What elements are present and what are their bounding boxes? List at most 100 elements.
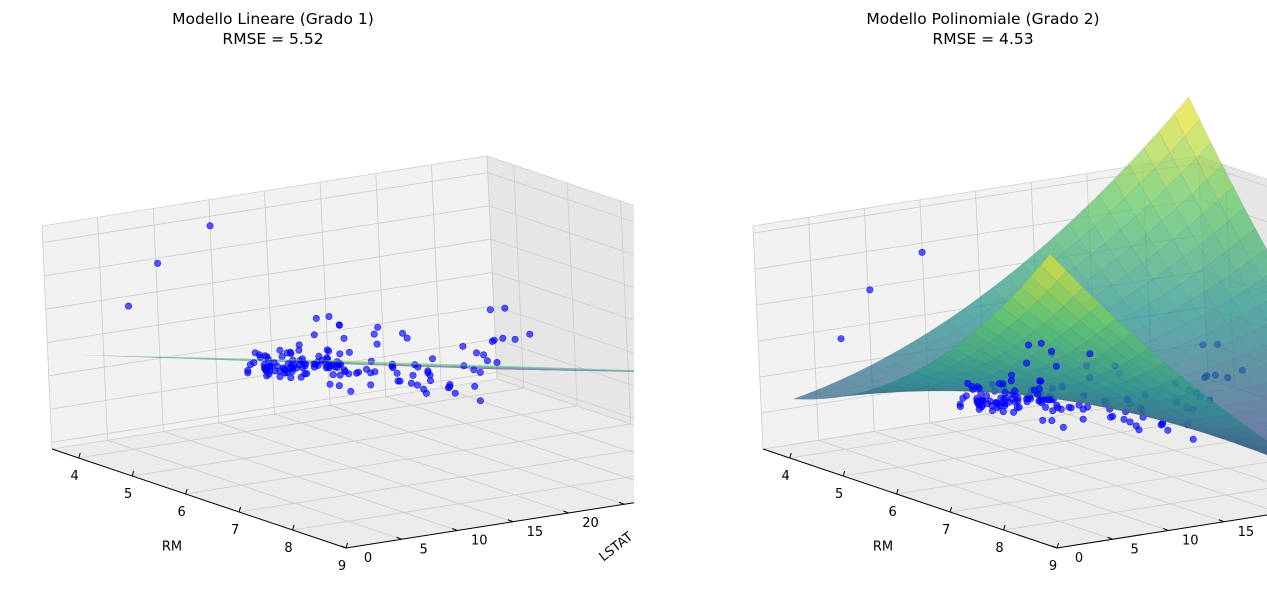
y-tick-label: 10 [471, 534, 488, 549]
data-point [251, 349, 259, 357]
surface-facet [400, 364, 443, 366]
surface-facet [376, 364, 419, 366]
gridline-x [1003, 488, 1267, 531]
data-point [303, 369, 311, 377]
data-point [472, 349, 480, 357]
y-tick-label: 15 [1238, 525, 1255, 540]
surface-facet [585, 369, 628, 371]
x-axis-line [51, 448, 347, 549]
data-point [1025, 341, 1033, 349]
surface-facet [596, 370, 634, 372]
surface-facet [157, 357, 200, 359]
data-point [271, 367, 279, 375]
data-point [996, 402, 1004, 410]
surface-facet [338, 361, 381, 363]
x-tick-label: 8 [284, 541, 292, 556]
surface-facet [524, 367, 567, 369]
surface-facet [195, 357, 238, 359]
data-point [476, 397, 484, 405]
surface-facet [543, 368, 586, 370]
ticks: 45678905101520253035400102030405060 [782, 452, 1255, 574]
surface-facet [228, 358, 271, 360]
surface-facet [646, 372, 688, 373]
fitted-surface [80, 222, 688, 405]
surface-facet [389, 363, 432, 365]
surface-facet [1250, 248, 1267, 280]
y-tick-mark [1107, 536, 1113, 540]
x-tick-mark [131, 470, 135, 477]
surface-facet [479, 367, 522, 369]
data-point [499, 334, 507, 342]
x-tick-mark [78, 452, 81, 459]
x-tick-label: 6 [177, 505, 185, 520]
gridline-x [950, 461, 1267, 513]
data-point [471, 382, 479, 390]
surface-facet [327, 360, 370, 362]
surface-facet [362, 361, 405, 363]
data-point [964, 379, 972, 387]
surface-facet [426, 365, 469, 367]
data-point [962, 392, 970, 400]
data-point [1037, 339, 1045, 347]
surface-facet [544, 369, 587, 371]
data-point [374, 323, 382, 331]
surface-facet [512, 368, 554, 370]
surface-facet [517, 367, 560, 369]
y-tick-label: 5 [419, 542, 427, 557]
surface-facet [1246, 278, 1267, 307]
y-tick-label: 0 [1075, 551, 1083, 566]
data-point [283, 349, 291, 357]
surface-facet [367, 363, 410, 365]
title-line-1: Modello Polinomiale (Grado 2) [866, 10, 1100, 28]
data-point [1042, 403, 1050, 411]
surface-facet [583, 368, 626, 370]
data-point [973, 383, 981, 391]
y-axis-label: LSTAT [597, 530, 636, 565]
x-tick-mark [292, 524, 295, 531]
surface-facet [1259, 411, 1267, 420]
data-point [1049, 407, 1057, 415]
data-point [298, 355, 306, 363]
pane-back [487, 156, 634, 426]
data-point [866, 286, 874, 294]
surface-facet [1248, 346, 1267, 369]
data-point [422, 389, 430, 397]
surface-facet [1254, 449, 1267, 456]
surface-facet [513, 369, 556, 371]
data-point [310, 331, 318, 339]
surface-facet [532, 367, 575, 369]
data-point [1010, 408, 1018, 416]
x-tick-label: 4 [71, 469, 79, 484]
surface-facet [1242, 306, 1267, 332]
surface-facet [354, 361, 397, 363]
surface-facet [559, 368, 602, 370]
surface-facet [420, 366, 463, 368]
surface-facet [391, 363, 434, 366]
y-axis-line [1056, 514, 1267, 549]
surface-facet [96, 355, 139, 357]
x-tick-mark [896, 488, 899, 495]
data-point [335, 321, 343, 329]
surface-facet [471, 368, 514, 370]
surface-facet [457, 365, 500, 367]
data-point [276, 373, 284, 381]
surface-facet [488, 368, 531, 370]
data-point [1035, 397, 1043, 405]
x-tick-mark [1056, 542, 1059, 549]
data-point [1039, 416, 1047, 424]
data-point [1037, 377, 1045, 385]
surface-facet [635, 371, 677, 372]
surface-facet [343, 363, 386, 365]
data-point [918, 248, 926, 256]
y-tick-label: 40 [805, 481, 822, 496]
data-point [1189, 435, 1197, 443]
gridline-x [843, 408, 1267, 477]
data-point [403, 334, 411, 342]
surface-facet [561, 369, 604, 371]
data-point [1079, 415, 1087, 423]
data-point [459, 342, 467, 350]
surface-facet [497, 368, 540, 370]
data-point [393, 369, 401, 377]
surface-facet [446, 367, 489, 369]
surface-facet [131, 356, 174, 359]
